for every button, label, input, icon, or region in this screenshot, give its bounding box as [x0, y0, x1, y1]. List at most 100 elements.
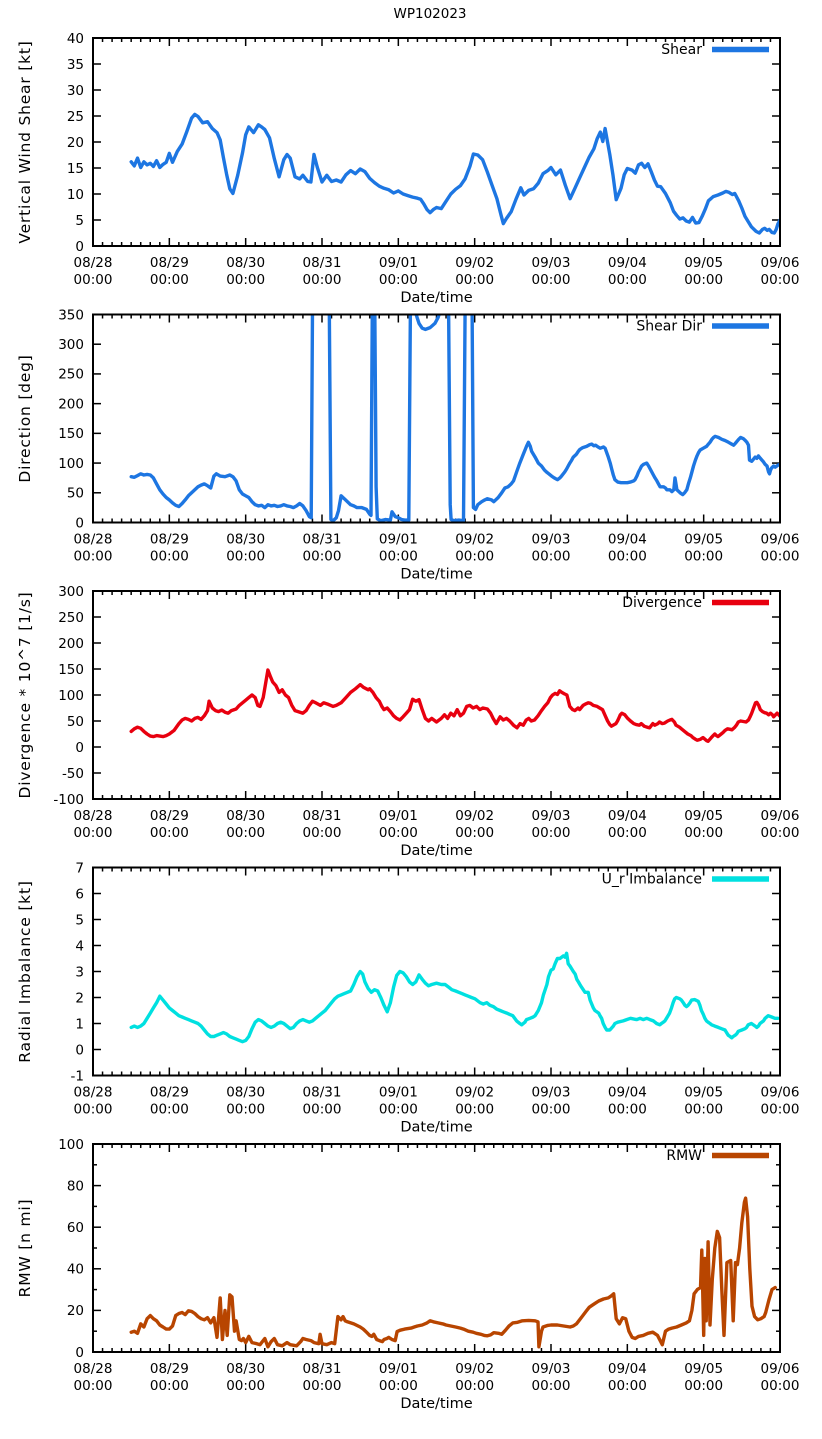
plot-border — [92, 313, 781, 524]
legend-label-u-r-imbalance: U_r Imbalance — [602, 872, 702, 888]
tick-label: 4 — [75, 938, 84, 954]
tick-label: 08/28 — [74, 1361, 113, 1377]
tick-label: 250 — [58, 610, 84, 626]
tick-label: 08/30 — [226, 808, 265, 824]
panel-divergence: -100 -50 0 50 100 150 200 250 300 Divergence 08/28… — [16, 584, 799, 859]
tick-label: 00:00 — [74, 272, 113, 288]
tick-label: 30 — [67, 83, 84, 99]
tick-label: 09/06 — [761, 1085, 800, 1101]
tick-label: 00:00 — [74, 825, 113, 841]
legend-label-shear: Shear — [661, 42, 702, 58]
tick-label: 00:00 — [608, 1102, 647, 1118]
tick-label: 08/31 — [303, 808, 342, 824]
tick-label: 09/06 — [761, 255, 800, 271]
tick-label: 09/05 — [684, 808, 723, 824]
tick-label: 25 — [67, 109, 84, 125]
tick-label: 00:00 — [226, 549, 265, 565]
tick-label: 00:00 — [226, 272, 265, 288]
axis-ticks — [92, 866, 781, 1077]
x-axis-title: Date/time — [400, 1120, 472, 1136]
tick-label: 09/03 — [532, 532, 571, 548]
tick-label: 08/29 — [150, 1361, 189, 1377]
tick-label: 100 — [58, 1137, 84, 1153]
y-axis-title-shear-dir: Direction [deg] — [16, 354, 34, 482]
tick-label: 09/01 — [379, 532, 418, 548]
tick-label: 09/04 — [608, 1361, 647, 1377]
tick-label: 00:00 — [761, 549, 800, 565]
legend-label-shear-dir: Shear Dir — [636, 319, 702, 335]
tick-label: 50 — [67, 714, 84, 730]
plot-border — [92, 37, 781, 247]
tick-label: 00:00 — [608, 1378, 647, 1394]
tick-label: 10 — [67, 187, 84, 203]
tick-label: 08/28 — [74, 808, 113, 824]
tick-label: 09/06 — [761, 1361, 800, 1377]
tick-label: 200 — [58, 396, 84, 412]
tick-label: 00:00 — [379, 825, 418, 841]
tick-label: 09/05 — [684, 255, 723, 271]
tick-label: 2 — [75, 990, 84, 1006]
tick-label: 40 — [67, 31, 84, 47]
tick-label: 350 — [58, 307, 84, 323]
tick-label: 00:00 — [74, 549, 113, 565]
tick-label: 00:00 — [608, 272, 647, 288]
tick-label: 00:00 — [455, 1378, 494, 1394]
tick-label: 00:00 — [761, 1378, 800, 1394]
tick-label: 00:00 — [684, 1378, 723, 1394]
tick-label: 00:00 — [684, 272, 723, 288]
tick-label: 08/30 — [226, 532, 265, 548]
tick-label: 00:00 — [303, 272, 342, 288]
plot-border — [92, 1143, 781, 1353]
tick-label: 00:00 — [74, 1378, 113, 1394]
plot-border — [92, 590, 781, 800]
legend-label-rmw: RMW — [666, 1148, 702, 1164]
tick-label: 00:00 — [150, 1102, 189, 1118]
tick-label: 08/31 — [303, 1361, 342, 1377]
tick-label: 00:00 — [532, 549, 571, 565]
tick-label: 00:00 — [226, 825, 265, 841]
legend-rmw: RMW — [666, 1148, 769, 1164]
page-title: WP102023 — [393, 6, 467, 22]
tick-label: 00:00 — [532, 272, 571, 288]
tick-label: 00:00 — [761, 1102, 800, 1118]
tick-label: 100 — [58, 688, 84, 704]
tick-label: 08/28 — [74, 1085, 113, 1101]
tick-label: 09/04 — [608, 1085, 647, 1101]
series-line-u-r-imbalance — [129, 951, 780, 1044]
tick-label: 09/04 — [608, 255, 647, 271]
tick-label: 00:00 — [150, 825, 189, 841]
tick-label: 7 — [75, 860, 84, 876]
tick-label: 08/29 — [150, 1085, 189, 1101]
tick-label: 09/05 — [684, 1361, 723, 1377]
tick-label: 20 — [67, 1303, 84, 1319]
tick-label: 00:00 — [532, 1102, 571, 1118]
tick-label: 00:00 — [379, 1102, 418, 1118]
tick-label: 150 — [58, 426, 84, 442]
tick-label: -100 — [53, 792, 84, 808]
x-axis-title: Date/time — [400, 290, 472, 306]
tick-label: 3 — [75, 964, 84, 980]
y-axis-title-u-r-imbalance: Radial Imbalance [kt] — [16, 880, 34, 1062]
tick-label: 09/03 — [532, 808, 571, 824]
tick-label: 00:00 — [684, 1102, 723, 1118]
legend-u-r-imbalance: U_r Imbalance — [602, 872, 769, 888]
x-axis-title: Date/time — [400, 843, 472, 859]
panel-shear: 0510152025303540Shear08/2800:0008/2900:0… — [16, 31, 799, 306]
tick-label: 09/01 — [379, 1361, 418, 1377]
x-axis-title: Date/time — [400, 567, 472, 583]
tick-label: 00:00 — [226, 1378, 265, 1394]
tick-label: -50 — [62, 766, 84, 782]
tick-label: 00:00 — [379, 549, 418, 565]
tick-label: 00:00 — [150, 549, 189, 565]
tick-label: 08/31 — [303, 255, 342, 271]
tick-label: 09/02 — [455, 532, 494, 548]
series-line-shear-dir — [129, 314, 780, 523]
tick-label: 0 — [75, 515, 84, 531]
tick-label: 09/03 — [532, 255, 571, 271]
tick-label: 09/02 — [455, 1361, 494, 1377]
tick-label: 00:00 — [532, 825, 571, 841]
tick-label: 20 — [67, 135, 84, 151]
tick-label: 09/06 — [761, 808, 800, 824]
